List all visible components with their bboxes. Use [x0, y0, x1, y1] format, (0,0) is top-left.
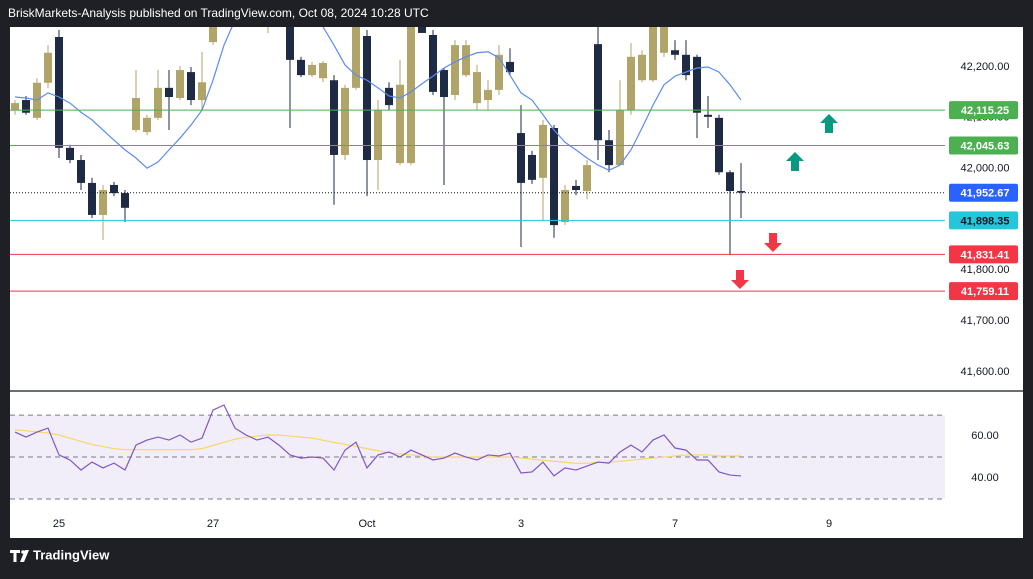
candle-body	[440, 70, 448, 97]
series-line	[14, 404, 742, 477]
y-tick-label: 41,800.00	[961, 264, 1010, 276]
price-label-box	[949, 101, 1018, 120]
candle-body	[528, 154, 536, 180]
header: BriskMarkets-Analysis published on Tradi…	[8, 6, 429, 20]
candle-body	[297, 59, 305, 76]
price-label-box	[949, 282, 1018, 301]
candle-body	[198, 82, 206, 101]
candle-body	[594, 44, 602, 141]
candle-body	[682, 54, 690, 76]
candle-body	[671, 50, 679, 55]
candle-body	[616, 110, 624, 166]
y-tick-label: 40.00	[971, 472, 999, 484]
price-label: 41,759.11	[961, 286, 1009, 298]
candle-body	[627, 56, 635, 111]
candle-body	[660, 27, 668, 53]
x-tick-label: 27	[207, 518, 219, 530]
candle-body	[583, 165, 591, 192]
candle-body	[143, 117, 151, 133]
candle-body	[374, 110, 382, 161]
x-tick-label: 3	[518, 518, 524, 530]
y-tick-label: 41,700.00	[961, 315, 1010, 327]
moving-average	[14, 27, 742, 171]
price-label: 41,952.67	[961, 188, 1010, 200]
candle-body	[726, 172, 734, 192]
plot	[11, 27, 745, 256]
candle-body	[539, 124, 547, 178]
candle-body	[209, 27, 217, 43]
candle-body	[121, 193, 129, 208]
candle-body	[572, 185, 580, 191]
price-label: 42,045.63	[961, 140, 1010, 152]
candle-body	[11, 103, 19, 111]
candle-body	[330, 80, 338, 155]
down-arrow	[764, 233, 782, 252]
x-tick-label: 25	[53, 518, 65, 530]
price-label-box	[949, 136, 1018, 155]
candle-body	[418, 27, 426, 33]
candle-body	[407, 27, 415, 164]
candle-body	[550, 128, 558, 226]
candle-body	[649, 27, 657, 81]
x-tick-label: 7	[672, 518, 678, 530]
candle-body	[561, 190, 569, 223]
candle-body	[495, 54, 503, 90]
price-label-box	[949, 245, 1018, 264]
candle-body	[429, 34, 437, 92]
candle-body	[44, 52, 52, 83]
chart-area	[10, 27, 1023, 538]
candle-body	[154, 87, 162, 118]
candle-body	[704, 114, 712, 117]
candle-body	[165, 87, 173, 97]
candle-body	[473, 72, 481, 104]
candle-body	[352, 27, 360, 88]
candle-body	[110, 184, 118, 194]
candle-body	[363, 35, 371, 161]
x-tick-label: 9	[826, 518, 832, 530]
price-label: 41,831.41	[961, 249, 1010, 261]
price-label-box	[949, 183, 1018, 202]
candle-body	[286, 27, 294, 60]
y-tick-label: 60.00	[971, 430, 999, 442]
up-arrow	[820, 114, 838, 133]
candle-body	[308, 64, 316, 76]
annotations	[731, 114, 838, 289]
price-label: 42,115.25	[961, 105, 1009, 117]
candle-body	[484, 89, 492, 101]
y-tick-label: 41,600.00	[961, 366, 1010, 378]
candle-body	[462, 45, 470, 76]
candle-body	[187, 72, 195, 101]
y-tick-label: 42,200.00	[961, 61, 1010, 73]
candle-body	[737, 191, 745, 193]
candle-body	[99, 190, 107, 215]
up-arrow	[786, 152, 804, 171]
candle-body	[66, 147, 74, 161]
candle-body	[693, 56, 701, 113]
x-tick-label: Oct	[358, 518, 375, 530]
candle-body	[451, 45, 459, 95]
candle-body	[22, 100, 30, 113]
down-arrow	[731, 270, 749, 289]
candle-body	[176, 70, 184, 99]
logo	[10, 550, 29, 562]
candle-body	[396, 84, 404, 164]
candle-body	[88, 182, 96, 215]
plot	[10, 404, 945, 500]
candle-body	[506, 61, 514, 73]
price-label-box	[949, 211, 1018, 230]
candle-body	[605, 140, 613, 166]
price-label: 41,898.35	[961, 215, 1010, 227]
candle-body	[638, 54, 646, 81]
candle-body	[55, 37, 63, 148]
candle-body	[517, 133, 525, 183]
footer-brand: TradingView	[33, 547, 110, 562]
candle-body	[319, 62, 327, 79]
candle-body	[77, 160, 85, 183]
candle-body	[132, 98, 140, 131]
candle-body	[341, 87, 349, 155]
series-line	[14, 429, 741, 464]
y-tick-label: 42,000.00	[961, 163, 1010, 175]
